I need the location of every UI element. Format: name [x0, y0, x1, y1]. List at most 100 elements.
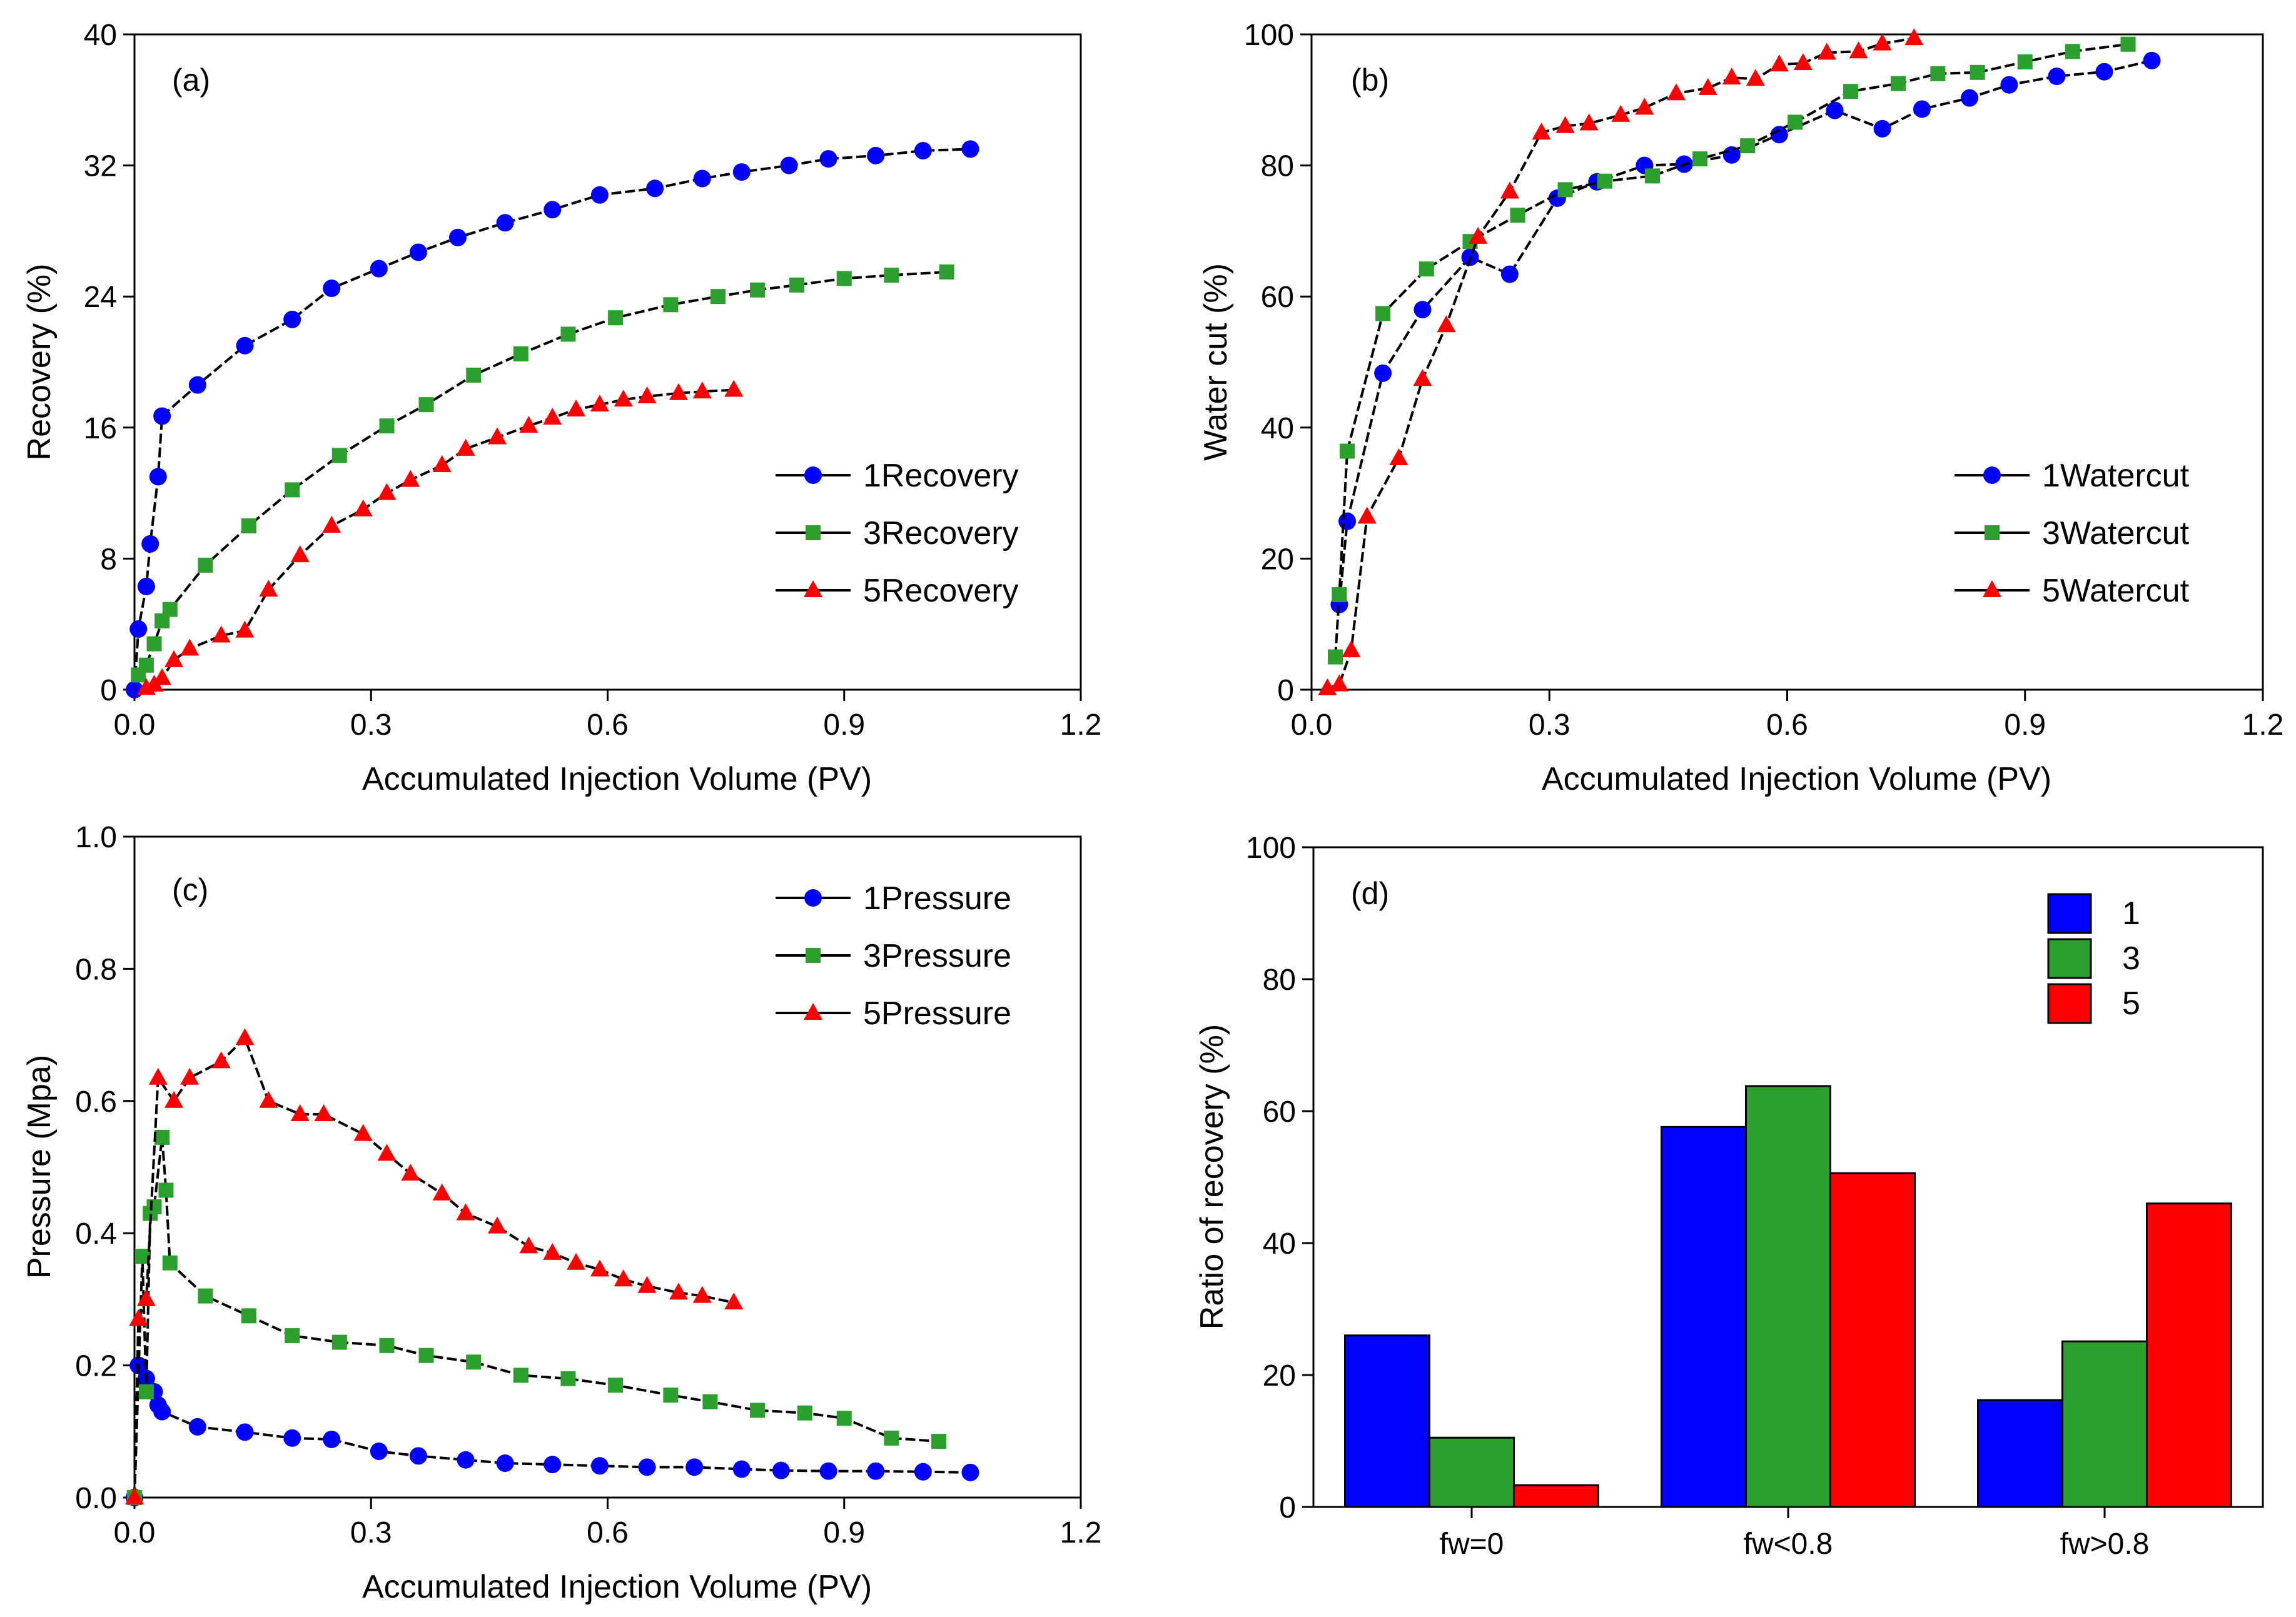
data-point	[1389, 448, 1408, 466]
data-point	[432, 1183, 452, 1201]
x-tick-label: fw<0.8	[1744, 1528, 1833, 1561]
data-point	[487, 427, 507, 445]
data-point	[456, 438, 475, 456]
x-tick-label: 1.2	[1060, 708, 1102, 742]
legend-label: 1Pressure	[863, 880, 1011, 917]
data-point	[1357, 506, 1377, 524]
y-axis-label: Recovery (%)	[21, 264, 58, 461]
data-point	[1338, 512, 1357, 530]
data-point	[138, 657, 154, 673]
data-point	[466, 367, 482, 383]
data-point	[285, 1328, 300, 1344]
data-point	[141, 535, 159, 553]
data-point	[466, 1354, 482, 1370]
data-point	[2065, 44, 2080, 59]
y-tick-label: 0	[1277, 674, 1294, 707]
data-point	[1788, 114, 1803, 130]
series-line-3Watercut	[1334, 43, 2128, 657]
legend-label: 5Pressure	[863, 995, 1011, 1032]
data-point	[780, 156, 798, 174]
legend-marker	[1983, 580, 2001, 597]
data-point	[1328, 649, 1343, 665]
data-point	[732, 163, 751, 181]
data-point	[669, 383, 688, 400]
data-point	[409, 243, 427, 261]
x-axis-label: Accumulated Injection Volume (PV)	[362, 761, 872, 797]
data-point	[1904, 28, 1924, 46]
legend-marker	[804, 1003, 822, 1020]
data-point	[432, 455, 452, 473]
data-point	[290, 545, 310, 563]
legend-swatch	[2047, 938, 2092, 979]
data-point	[1746, 69, 1765, 86]
data-point	[283, 1429, 301, 1447]
data-point	[1873, 119, 1891, 138]
series-line-1Pressure	[133, 1361, 971, 1498]
y-tick-label: 0.8	[75, 953, 117, 986]
data-point	[750, 282, 766, 298]
bar-5-fw<0.8	[1829, 1172, 1916, 1508]
data-point	[663, 297, 679, 313]
data-point	[1500, 181, 1519, 199]
data-point	[1645, 168, 1661, 184]
data-point	[2048, 68, 2066, 86]
data-point	[608, 310, 624, 326]
data-point	[513, 346, 528, 361]
legend-marker	[1985, 525, 2000, 540]
data-point	[819, 1462, 837, 1480]
data-point	[772, 1461, 790, 1479]
panel-b: 0.0 0.3 0.6 0.9 1.2 0 20 40 60 80 100 Accumulated I…	[1198, 19, 2283, 797]
data-point	[1340, 443, 1355, 459]
data-point	[153, 668, 172, 685]
data-point	[724, 380, 744, 397]
data-point	[487, 1216, 507, 1234]
data-point	[188, 376, 206, 394]
data-point	[590, 186, 609, 204]
y-tick-label: 20	[1261, 543, 1294, 576]
data-point	[448, 228, 467, 246]
legend-marker	[806, 948, 821, 963]
y-tick-label: 20	[1263, 1359, 1296, 1393]
data-point	[2120, 36, 2136, 52]
y-axis-label: Pressure (Mpa)	[21, 1055, 58, 1279]
data-point	[1532, 123, 1551, 140]
y-tick-label: 1.0	[75, 821, 117, 854]
data-point	[693, 169, 711, 188]
data-point	[1342, 640, 1361, 658]
data-point	[211, 625, 231, 643]
data-point	[702, 1394, 718, 1409]
data-point	[1692, 151, 1708, 167]
legend-marker	[804, 466, 822, 484]
legend-label: 5Watercut	[2042, 573, 2190, 609]
data-point	[259, 580, 278, 597]
series-line-3Recovery	[137, 270, 947, 676]
bar-1-fw<0.8	[1661, 1126, 1747, 1508]
legend-label: 1Recovery	[863, 458, 1019, 494]
data-point	[590, 395, 609, 412]
x-tick-label: 0.9	[823, 1516, 865, 1549]
data-point	[1437, 315, 1456, 333]
data-point	[153, 1403, 171, 1421]
data-point	[180, 1067, 200, 1085]
y-tick-label: 0	[100, 674, 117, 707]
plot-frame	[133, 835, 1082, 1499]
x-tick-label: fw>0.8	[2060, 1528, 2150, 1561]
data-point	[496, 1454, 514, 1473]
bar-3-fw=0	[1429, 1436, 1515, 1508]
data-point	[914, 142, 932, 160]
x-axis-label: Accumulated Injection Volume (PV)	[1542, 761, 2051, 797]
data-point	[836, 1411, 852, 1426]
data-point	[2095, 63, 2113, 81]
legend-swatch	[2047, 893, 2092, 934]
data-point	[148, 1067, 168, 1085]
data-point	[1555, 116, 1575, 133]
data-point	[646, 179, 664, 198]
data-point	[590, 1259, 609, 1277]
data-point	[153, 407, 171, 425]
data-point	[1849, 41, 1868, 59]
x-axis-label: Accumulated Injection Volume (PV)	[362, 1569, 872, 1605]
data-point	[158, 1182, 174, 1198]
data-point	[290, 1104, 310, 1121]
data-point	[162, 602, 178, 617]
data-point	[663, 1388, 679, 1403]
